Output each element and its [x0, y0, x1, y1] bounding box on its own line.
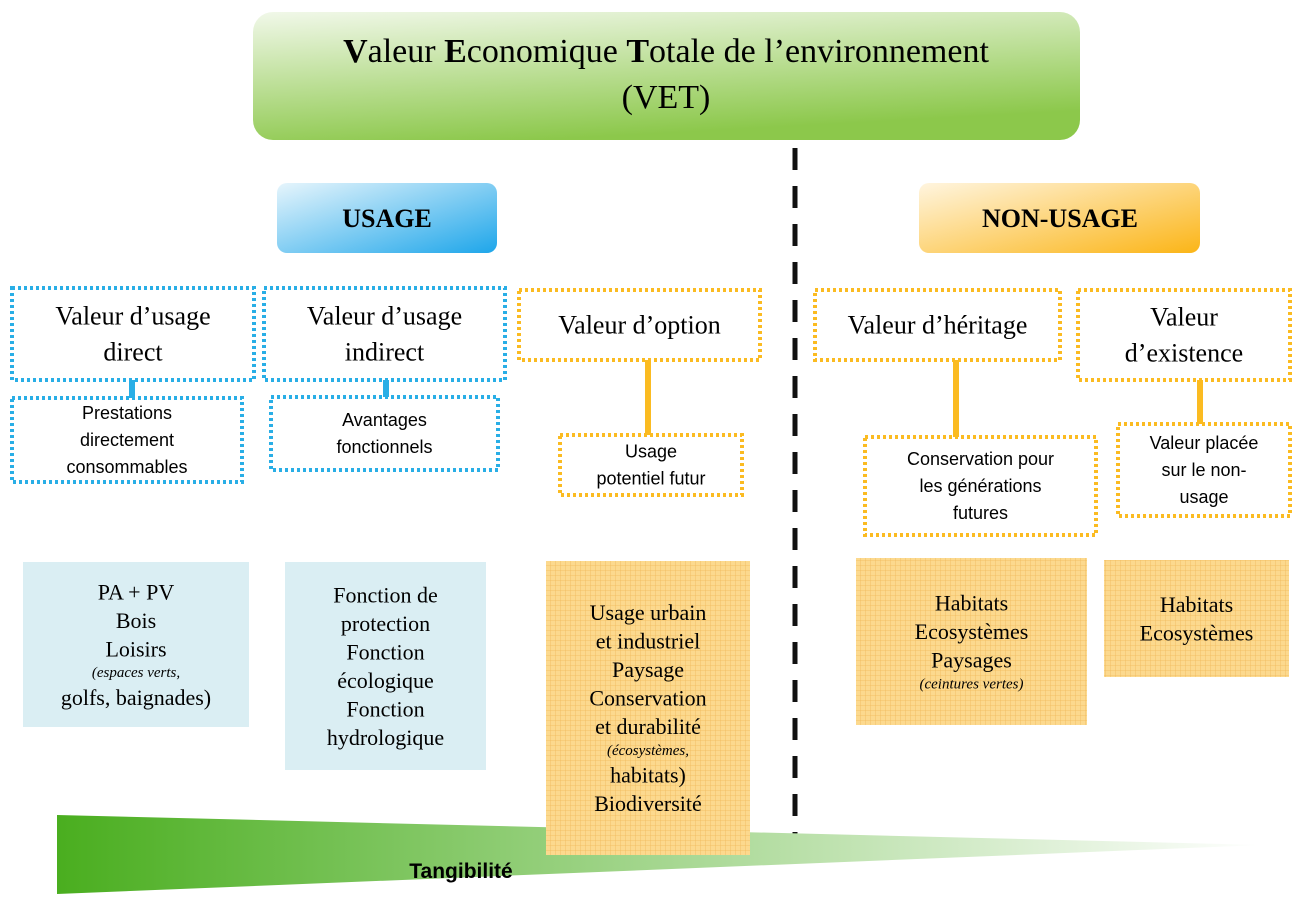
value-label: indirect	[345, 338, 425, 367]
arrow-label: Tangibilité	[409, 860, 512, 883]
title-part: otale de l’environnement	[649, 33, 989, 70]
example-label: habitats)	[610, 763, 686, 788]
example-label: Fonction	[346, 696, 424, 721]
example-label: Fonction de	[333, 582, 438, 607]
nature-box	[1116, 422, 1292, 518]
title-part: aleur	[368, 33, 444, 70]
example-label: hydrologique	[327, 725, 444, 750]
value-label: Valeur d’usage	[55, 302, 210, 331]
examples-box	[23, 562, 249, 727]
value-box	[262, 286, 507, 382]
value-box	[1076, 288, 1292, 382]
nature-label: Prestations	[82, 403, 172, 423]
example-label: Conservation	[589, 686, 706, 711]
example-label: Fonction	[346, 639, 424, 664]
examples-box	[1104, 560, 1289, 677]
examples-box	[856, 558, 1087, 725]
title-part: E	[444, 33, 467, 70]
example-label: Habitats	[1160, 592, 1233, 617]
nature-label: Conservation pour	[907, 449, 1054, 469]
value-label: Valeur d’usage	[307, 302, 462, 331]
title-part: V	[343, 33, 368, 70]
nature-box	[558, 433, 744, 497]
title-part: T	[626, 33, 649, 70]
group-box	[919, 183, 1200, 253]
example-label: Bois	[116, 608, 156, 633]
nature-label: Valeur placée	[1150, 433, 1259, 453]
value-label: Valeur	[1150, 303, 1218, 332]
nature-label: consommables	[66, 457, 187, 477]
nature-label: Avantages	[342, 410, 427, 430]
title-box	[253, 12, 1080, 140]
nature-box	[269, 395, 500, 472]
group-label: USAGE	[342, 204, 432, 233]
title-part: conomique	[467, 33, 627, 70]
value-box	[10, 286, 256, 382]
value-label: Valeur d’option	[558, 311, 720, 340]
title: Valeur Economique Totale de l’environnem…	[343, 33, 989, 70]
group-box	[277, 183, 497, 253]
example-label: PA + PV	[98, 579, 175, 604]
example-label: golfs, baignades)	[61, 685, 211, 710]
example-label: (ceintures vertes)	[920, 676, 1024, 692]
example-label: Biodiversité	[594, 791, 702, 816]
value-box	[517, 288, 762, 362]
value-label: Valeur d’héritage	[848, 311, 1028, 340]
example-label: et durabilité	[595, 714, 701, 739]
nature-label: potentiel futur	[596, 469, 705, 489]
nature-label: les générations	[919, 476, 1041, 496]
example-label: Usage urbain	[590, 600, 707, 625]
group-label: NON-USAGE	[982, 204, 1138, 233]
nature-label: usage	[1179, 487, 1228, 507]
examples-box	[546, 561, 750, 855]
value-label: direct	[103, 338, 163, 367]
example-label: et industriel	[596, 629, 700, 654]
nature-label: sur le non-	[1161, 460, 1246, 480]
nature-box	[863, 435, 1098, 537]
nature-label: Usage	[625, 442, 677, 462]
example-label: Loisirs	[105, 636, 166, 661]
example-label: Habitats	[935, 591, 1008, 616]
nature-label: directement	[80, 430, 174, 450]
value-label: d’existence	[1125, 339, 1243, 368]
value-box	[813, 288, 1062, 362]
examples-box	[285, 562, 486, 770]
example-label: Paysage	[612, 657, 684, 682]
example-label: protection	[341, 611, 430, 636]
example-label: Ecosystèmes	[1140, 620, 1254, 645]
example-label: Paysages	[931, 648, 1012, 673]
title-line2: (VET)	[622, 79, 711, 116]
nature-label: fonctionnels	[336, 437, 432, 457]
example-label: (écosystèmes,	[607, 743, 689, 759]
example-label: écologique	[337, 668, 434, 693]
nature-box	[10, 396, 244, 484]
example-label: (espaces verts,	[92, 665, 180, 681]
nature-label: futures	[953, 503, 1008, 523]
example-label: Ecosystèmes	[915, 619, 1029, 644]
